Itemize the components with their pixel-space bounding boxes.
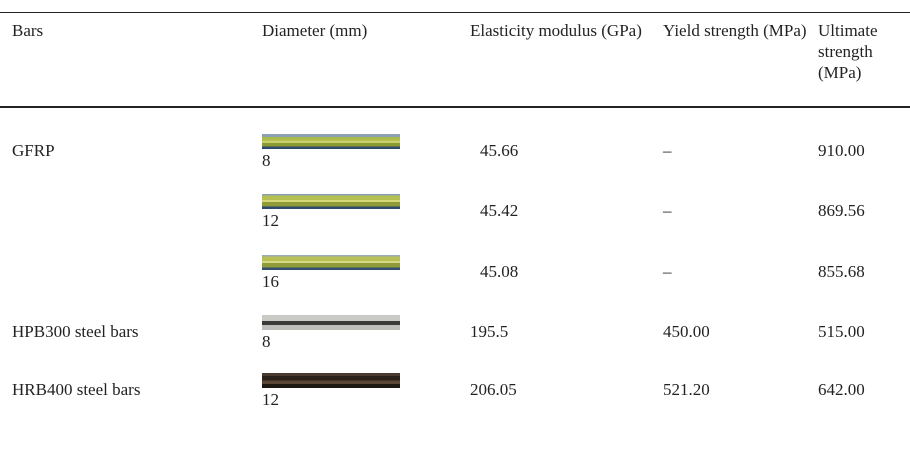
bar-photo [262,194,400,209]
table-cell: 195.5 [470,321,655,342]
header-cell: Bars [12,20,252,41]
diameter-cell: 12 [262,389,279,410]
table-cell: 869.56 [818,200,908,221]
table-cell: 515.00 [818,321,908,342]
diameter-cell: 16 [262,271,279,292]
table-cell: 206.05 [470,379,655,400]
top-rule [0,12,910,13]
table-cell: – [663,200,813,221]
header-rule [0,106,910,108]
table-cell: HPB300 steel bars [12,321,252,342]
table-cell: – [663,261,813,282]
header-cell: Diameter (mm) [262,20,462,41]
table-cell: HRB400 steel bars [12,379,252,400]
table-cell: – [663,140,813,161]
table-cell: 521.20 [663,379,813,400]
table-page: Bars Diameter (mm) Elasticity modulus (GPa… [0,0,910,453]
table-cell: 45.66 [480,140,665,161]
table-cell: 910.00 [818,140,908,161]
table-cell: 855.68 [818,261,908,282]
header-cell: Ultimate strength (MPa) [818,20,908,83]
table-cell: 45.08 [480,261,665,282]
table-cell: 642.00 [818,379,908,400]
table-cell: 45.42 [480,200,665,221]
diameter-cell: 8 [262,150,271,171]
bar-photo [262,255,400,270]
bar-photo [262,373,400,388]
bar-photo [262,134,400,149]
bar-photo [262,315,400,330]
diameter-cell: 12 [262,210,279,231]
table-cell: 450.00 [663,321,813,342]
diameter-cell: 8 [262,331,271,352]
table-cell: GFRP [12,140,252,161]
header-cell: Elasticity modulus (GPa) [470,20,655,41]
header-cell: Yield strength (MPa) [663,20,813,41]
